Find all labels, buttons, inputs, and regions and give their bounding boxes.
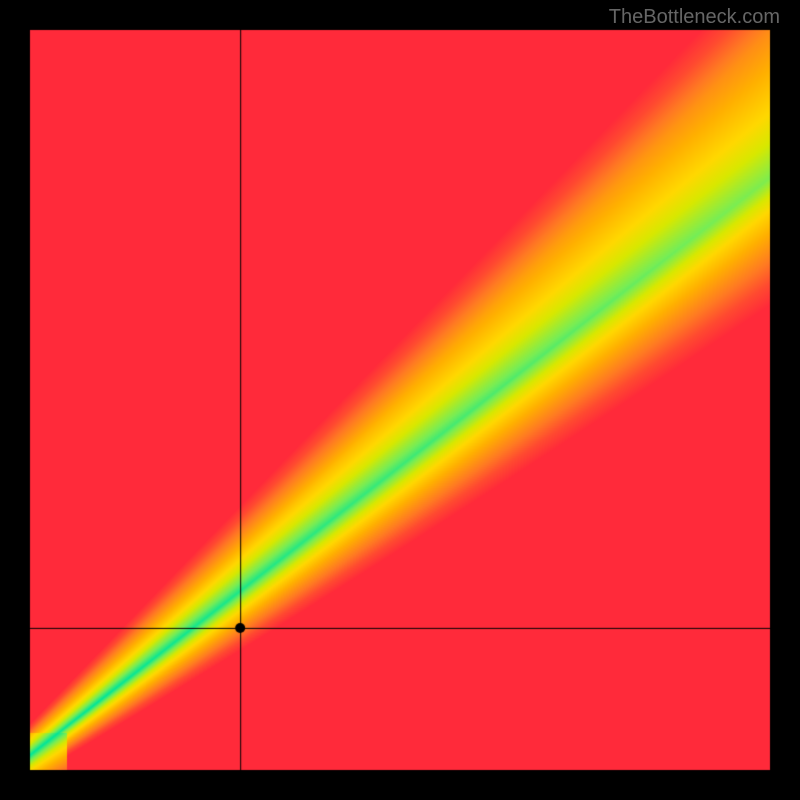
chart-container: TheBottleneck.com	[0, 0, 800, 800]
watermark-text: TheBottleneck.com	[609, 6, 780, 29]
heatmap-canvas	[0, 0, 800, 800]
